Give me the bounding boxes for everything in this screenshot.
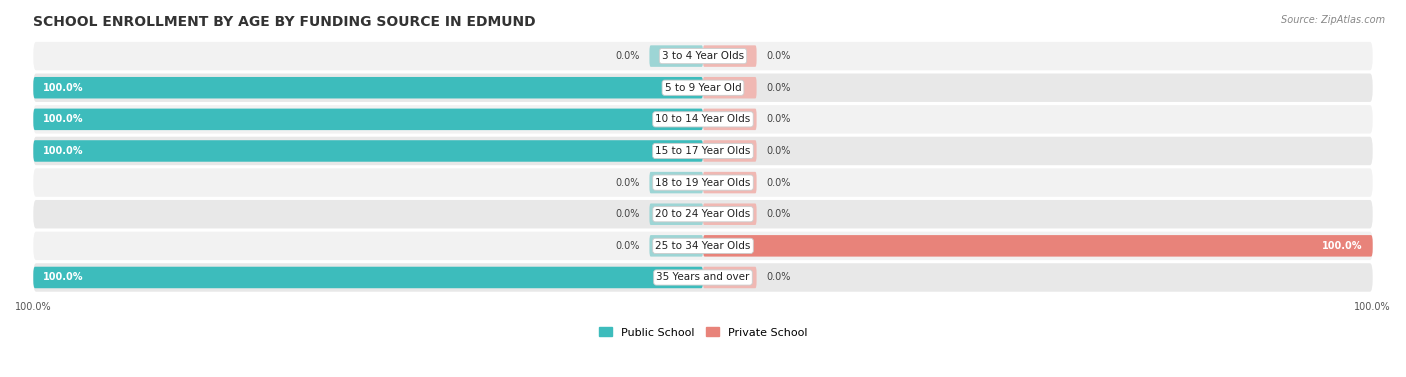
Text: 0.0%: 0.0% [766,146,792,156]
Text: 100.0%: 100.0% [44,83,84,93]
Text: 0.0%: 0.0% [766,209,792,219]
FancyBboxPatch shape [34,169,1372,197]
Text: 0.0%: 0.0% [766,83,792,93]
Text: 10 to 14 Year Olds: 10 to 14 Year Olds [655,114,751,124]
Text: 0.0%: 0.0% [766,114,792,124]
Text: 3 to 4 Year Olds: 3 to 4 Year Olds [662,51,744,61]
FancyBboxPatch shape [34,200,1372,228]
FancyBboxPatch shape [34,109,703,130]
Text: 5 to 9 Year Old: 5 to 9 Year Old [665,83,741,93]
Text: 100.0%: 100.0% [44,146,84,156]
FancyBboxPatch shape [34,140,703,162]
Text: 25 to 34 Year Olds: 25 to 34 Year Olds [655,241,751,251]
Text: 0.0%: 0.0% [766,273,792,282]
Text: 20 to 24 Year Olds: 20 to 24 Year Olds [655,209,751,219]
Text: 0.0%: 0.0% [614,51,640,61]
FancyBboxPatch shape [34,42,1372,70]
FancyBboxPatch shape [650,235,703,257]
FancyBboxPatch shape [650,172,703,193]
Text: 35 Years and over: 35 Years and over [657,273,749,282]
Legend: Public School, Private School: Public School, Private School [599,327,807,337]
FancyBboxPatch shape [34,105,1372,133]
FancyBboxPatch shape [703,172,756,193]
FancyBboxPatch shape [34,263,1372,292]
FancyBboxPatch shape [34,267,703,288]
Text: 0.0%: 0.0% [614,178,640,188]
Text: 0.0%: 0.0% [614,209,640,219]
FancyBboxPatch shape [34,231,1372,260]
Text: Source: ZipAtlas.com: Source: ZipAtlas.com [1281,15,1385,25]
Text: 0.0%: 0.0% [766,51,792,61]
FancyBboxPatch shape [34,77,703,98]
FancyBboxPatch shape [703,204,756,225]
Text: 15 to 17 Year Olds: 15 to 17 Year Olds [655,146,751,156]
Text: 0.0%: 0.0% [614,241,640,251]
Text: SCHOOL ENROLLMENT BY AGE BY FUNDING SOURCE IN EDMUND: SCHOOL ENROLLMENT BY AGE BY FUNDING SOUR… [34,15,536,29]
FancyBboxPatch shape [650,45,703,67]
FancyBboxPatch shape [703,45,756,67]
FancyBboxPatch shape [703,267,756,288]
FancyBboxPatch shape [650,204,703,225]
Text: 0.0%: 0.0% [766,178,792,188]
FancyBboxPatch shape [34,74,1372,102]
Text: 100.0%: 100.0% [1322,241,1362,251]
FancyBboxPatch shape [703,109,756,130]
FancyBboxPatch shape [703,235,1372,257]
FancyBboxPatch shape [703,140,756,162]
Text: 100.0%: 100.0% [44,114,84,124]
FancyBboxPatch shape [703,77,756,98]
FancyBboxPatch shape [34,137,1372,165]
Text: 100.0%: 100.0% [44,273,84,282]
Text: 18 to 19 Year Olds: 18 to 19 Year Olds [655,178,751,188]
